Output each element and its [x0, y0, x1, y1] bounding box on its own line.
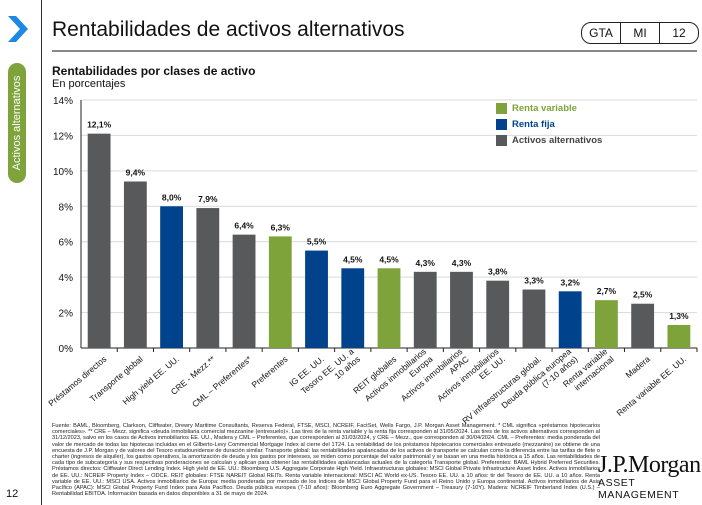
page-number: 12 [6, 488, 19, 500]
bar-value-label: 4,3% [416, 258, 436, 268]
legend-label-activos-alternativos: Activos alternativos [512, 134, 603, 146]
bar [160, 206, 184, 348]
bar [87, 133, 111, 348]
bar-value-label: 7,9% [198, 194, 218, 204]
section-tab[interactable]: Activos alternativos [8, 63, 26, 183]
bar [232, 234, 256, 348]
x-category-label-line: Renta variable EE. UU. [614, 354, 688, 418]
legend-item-activos-alternativos: Activos alternativos [496, 132, 602, 148]
bar [558, 291, 582, 348]
x-category-label: Renta variable EE. UU. [614, 354, 688, 418]
bar [413, 271, 437, 348]
x-category-label-line: Préstamos directos [46, 354, 108, 408]
badge-page: 12 [672, 26, 686, 40]
bar-value-label: 3,3% [524, 276, 544, 286]
chart-legend: Renta variable Renta fija Activos altern… [496, 100, 602, 148]
bar-value-label: 6,4% [234, 221, 254, 231]
x-category-label-line: CML – Preferentes* [190, 353, 254, 409]
legend-label-renta-variable: Renta variable [512, 102, 577, 114]
page-title: Rentabilidades de activos alternativos [52, 18, 405, 41]
y-tick-label: 4% [59, 273, 74, 284]
bar [594, 300, 618, 348]
y-tick-label: 14% [53, 96, 73, 107]
chevron-right-icon[interactable] [6, 14, 30, 44]
legend-item-renta-fija: Renta fija [496, 116, 602, 132]
y-tick-label: 6% [59, 238, 74, 249]
bar-value-label: 3,2% [560, 277, 580, 287]
x-category-label: CML – Preferentes* [190, 353, 254, 409]
bar [522, 289, 546, 348]
y-tick-label: 0% [59, 344, 74, 355]
bar-value-label: 4,5% [379, 254, 399, 264]
chart-subtitle: En porcentajes [52, 78, 126, 90]
bar [196, 208, 220, 348]
bar [123, 181, 147, 348]
x-category-label-line: Preferentes [249, 354, 289, 390]
bar [305, 250, 328, 348]
legend-item-renta-variable: Renta variable [496, 100, 602, 116]
bar [377, 268, 401, 348]
jpmorgan-logo: J.P.Morgan ASSET MANAGEMENT [598, 452, 702, 501]
bar [450, 271, 473, 348]
bar-value-label: 12,1% [87, 120, 112, 130]
bar [341, 268, 365, 348]
left-rail-divider [41, 0, 42, 505]
x-category-label: Préstamos directos [46, 354, 108, 408]
legend-label-renta-fija: Renta fija [512, 118, 555, 130]
badge-gta: GTA [582, 23, 621, 43]
bar-value-label: 9,4% [126, 167, 146, 177]
bar-value-label: 2,5% [633, 290, 653, 300]
chart-title: Rentabilidades por clases de activo [52, 64, 256, 78]
legend-swatch-activos-alternativos [496, 134, 507, 146]
bar [486, 280, 510, 348]
logo-subtitle: ASSET MANAGEMENT [598, 477, 680, 501]
bar-value-label: 3,8% [488, 267, 508, 277]
badge-mi: MI [621, 23, 660, 43]
legend-swatch-renta-variable [496, 102, 507, 114]
bar-value-label: 4,5% [343, 254, 363, 264]
bar-value-label: 8,0% [162, 192, 182, 202]
y-tick-label: 12% [53, 131, 73, 142]
y-tick-label: 2% [59, 309, 74, 320]
bar-value-label: 6,3% [271, 222, 291, 232]
bar-value-label: 5,5% [307, 237, 327, 247]
bar-value-label: 2,7% [597, 286, 617, 296]
x-category-label: Preferentes [249, 354, 289, 390]
bar [667, 324, 691, 348]
slide-code-badge: GTA MI 12 [581, 22, 699, 44]
logo-wordmark: J.P.Morgan [598, 452, 701, 478]
bar [631, 303, 655, 348]
source-footnote: Fuente: BAML, Bloomberg, Clarkson, Cliff… [52, 423, 600, 498]
y-tick-label: 8% [59, 202, 74, 213]
x-category-label-line: Madera [623, 354, 652, 380]
bar-value-label: 1,3% [669, 311, 689, 321]
legend-swatch-renta-fija [496, 118, 507, 130]
bar [268, 236, 292, 348]
y-tick-label: 10% [53, 167, 73, 178]
bar-value-label: 4,3% [452, 258, 472, 268]
x-category-label: Madera [623, 354, 652, 380]
title-divider [52, 50, 697, 52]
